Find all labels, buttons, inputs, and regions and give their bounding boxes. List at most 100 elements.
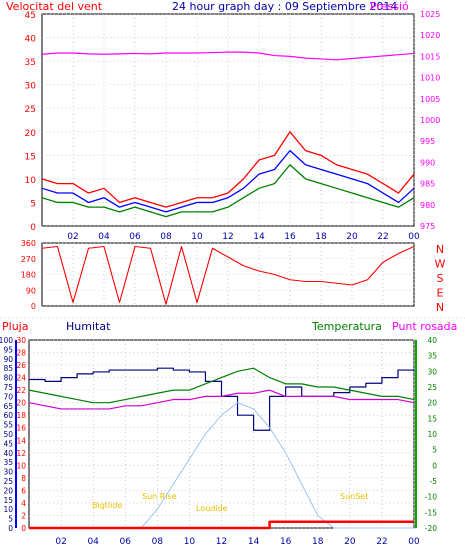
temp-tick-label: -15 bbox=[425, 508, 437, 517]
left-tick-label: 20 bbox=[25, 129, 37, 139]
right-tick-label: 985 bbox=[420, 180, 435, 189]
left-tick-label: 25 bbox=[25, 105, 36, 115]
rain-tick-label: 8 bbox=[21, 474, 26, 483]
temp-tick-label: -20 bbox=[425, 524, 437, 533]
humidity-tick-label: 20 bbox=[3, 486, 13, 495]
dir-tick-label: 0 bbox=[31, 302, 36, 311]
rain-label: Pluja bbox=[2, 320, 28, 333]
humidity-tick-label: 85 bbox=[3, 364, 13, 373]
humidity-tick-label: 45 bbox=[3, 439, 13, 448]
x-tick-label: 18 bbox=[312, 537, 324, 547]
temp-tick-label: -10 bbox=[425, 493, 437, 502]
x-tick-label: 12 bbox=[222, 232, 233, 242]
x-tick-label: 22 bbox=[376, 537, 387, 547]
x-tick-label: 14 bbox=[253, 232, 265, 242]
temp-tick-label: 0 bbox=[432, 461, 437, 470]
humidity-tick-label: 30 bbox=[3, 468, 13, 477]
left-tick-label: 0 bbox=[30, 223, 36, 233]
dir-tick-label: 180 bbox=[21, 271, 36, 280]
rain-tick-label: 16 bbox=[16, 424, 26, 433]
right-tick-label: 995 bbox=[420, 137, 435, 146]
right-tick-label: 1000 bbox=[420, 116, 440, 125]
wind-label: Velocitat del vent bbox=[6, 0, 103, 13]
compass-label: S bbox=[437, 272, 444, 285]
humidity-tick-label: 75 bbox=[3, 383, 13, 392]
x-tick-label: 16 bbox=[284, 232, 296, 242]
humidity-tick-label: 40 bbox=[3, 449, 13, 458]
x-tick-label: 00 bbox=[408, 232, 420, 242]
left-tick-label: 5 bbox=[30, 199, 36, 209]
humidity-tick-label: 35 bbox=[3, 458, 13, 467]
left-tick-label: 40 bbox=[25, 35, 37, 45]
temp-tick-label: 10 bbox=[427, 430, 437, 439]
gust-line bbox=[41, 164, 415, 218]
x-tick-label: 18 bbox=[315, 232, 327, 242]
right-tick-label: 980 bbox=[420, 201, 435, 210]
humidity-tick-label: 25 bbox=[3, 477, 13, 486]
avg_wind-line bbox=[41, 149, 415, 213]
rain-tick-label: 26 bbox=[16, 361, 26, 370]
x-tick-label: 04 bbox=[98, 232, 110, 242]
x-tick-label: 12 bbox=[216, 537, 227, 547]
right-tick-label: 1020 bbox=[420, 31, 440, 40]
x-tick-label: 02 bbox=[67, 232, 78, 242]
humidity-tick-label: 15 bbox=[3, 496, 13, 505]
humidity-tick-label: 0 bbox=[8, 524, 13, 533]
compass-label: N bbox=[436, 301, 444, 314]
humidity-tick-label: 10 bbox=[3, 505, 13, 514]
x-tick-label: 00 bbox=[408, 537, 420, 547]
right-tick-label: 990 bbox=[420, 158, 435, 167]
temp-tick-label: 30 bbox=[427, 367, 437, 376]
dir-tick-label: 360 bbox=[21, 239, 36, 248]
dir-tick-label: 270 bbox=[21, 255, 36, 264]
humidity-tick-label: 65 bbox=[3, 402, 13, 411]
humidity-tick-label: 90 bbox=[3, 355, 13, 364]
wind-line bbox=[41, 131, 415, 208]
rain-tick-label: 30 bbox=[16, 336, 26, 345]
x-tick-label: 08 bbox=[152, 537, 164, 547]
dewpoint-label: Punt rosada bbox=[392, 320, 457, 333]
left-tick-label: 35 bbox=[25, 58, 36, 68]
right-tick-label: 1010 bbox=[420, 74, 440, 83]
wind-pressure-panel: 0510152025303540459759809859909951000100… bbox=[25, 10, 441, 242]
rain-tick-label: 18 bbox=[16, 411, 26, 420]
plot-layer bbox=[0, 51, 465, 530]
right-tick-label: 1015 bbox=[420, 52, 440, 61]
rain-tick-label: 22 bbox=[16, 386, 26, 395]
sunset-label: SunSet bbox=[340, 492, 368, 501]
temp-tick-label: -5 bbox=[430, 477, 438, 486]
x-tick-label: 06 bbox=[120, 537, 132, 547]
temperature-line bbox=[28, 367, 415, 404]
rain-tick-label: 24 bbox=[16, 374, 26, 383]
rain-tick-label: 4 bbox=[21, 499, 26, 508]
x-tick-label: 02 bbox=[55, 537, 66, 547]
x-tick-label: 06 bbox=[129, 232, 141, 242]
x-tick-label: 22 bbox=[377, 232, 388, 242]
humidity-tick-label: 55 bbox=[3, 421, 13, 430]
left-tick-label: 10 bbox=[25, 176, 37, 186]
rain-tick-label: 10 bbox=[16, 461, 26, 470]
humidity-tick-label: 95 bbox=[3, 345, 13, 354]
sunrise-label: Sun Rise bbox=[142, 492, 177, 501]
temp-tick-label: 5 bbox=[432, 446, 437, 455]
temp-tick-label: 15 bbox=[427, 414, 437, 423]
pressure-label: Pressió bbox=[370, 0, 409, 13]
humidity-tick-label: 60 bbox=[3, 411, 13, 420]
right-tick-label: 1025 bbox=[420, 10, 440, 19]
compass-label: N bbox=[436, 243, 444, 256]
rain-tick-label: 14 bbox=[16, 436, 26, 445]
temp-tick-label: 25 bbox=[427, 383, 437, 392]
x-tick-label: 16 bbox=[280, 537, 292, 547]
humidity-tick-label: 50 bbox=[3, 430, 13, 439]
direction-line bbox=[41, 245, 415, 305]
humidity-label: Humitat bbox=[66, 320, 111, 333]
temp-tick-label: 40 bbox=[427, 336, 437, 345]
humidity-tick-label: 80 bbox=[3, 374, 13, 383]
x-tick-label: 20 bbox=[346, 232, 358, 242]
left-tick-label: 30 bbox=[25, 82, 37, 92]
first-light-label: Bigtlide bbox=[92, 501, 122, 510]
left-tick-label: 15 bbox=[25, 152, 36, 162]
x-tick-label: 10 bbox=[191, 232, 203, 242]
